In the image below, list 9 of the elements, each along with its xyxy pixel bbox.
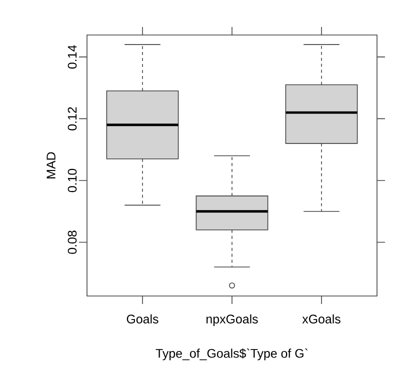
- x-axis-title: Type_of_Goals$`Type of G`: [156, 348, 308, 360]
- x-tick-label: npxGoals: [206, 314, 258, 326]
- y-tick-label: 0.10: [68, 168, 77, 192]
- y-tick-label: 0.14: [68, 45, 77, 69]
- y-tick-label: 0.12: [68, 107, 77, 130]
- y-tick-label: 0.08: [68, 230, 77, 254]
- x-tick-label: xGoals: [302, 314, 340, 324]
- y-axis-title: MAD: [46, 152, 56, 178]
- x-tick-label: Goals: [126, 314, 158, 324]
